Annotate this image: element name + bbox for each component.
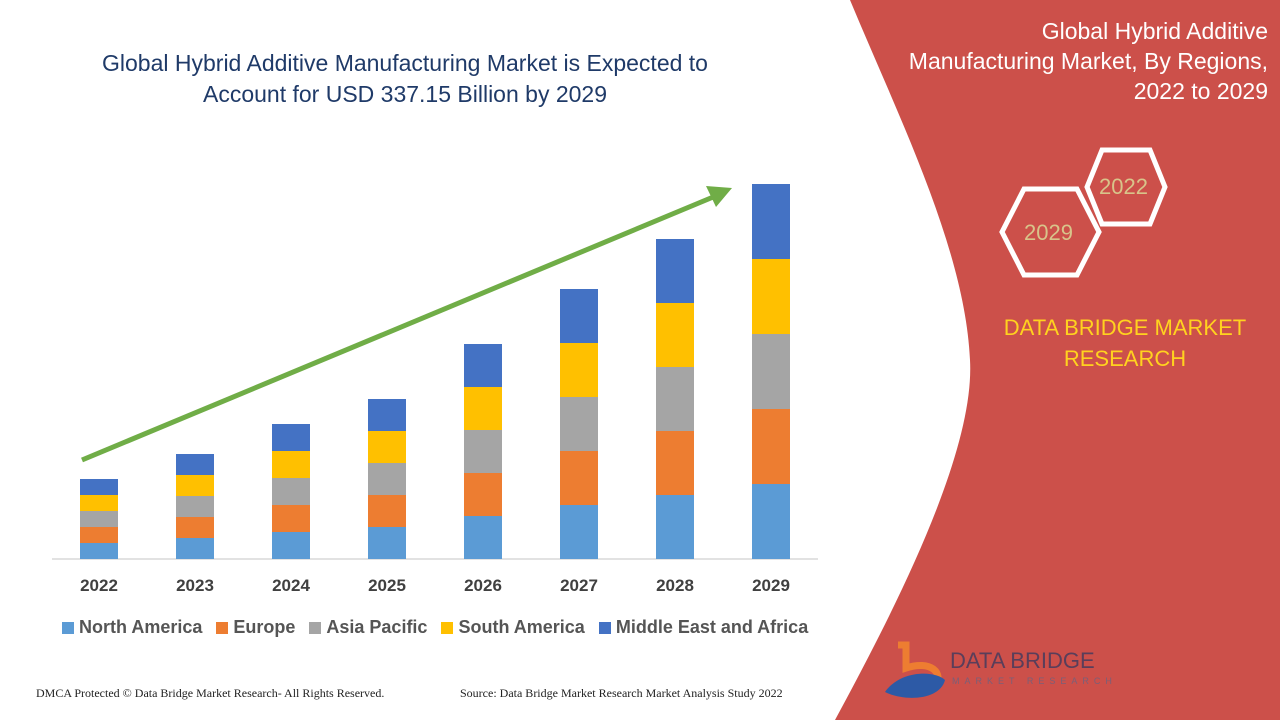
x-tick-label: 2025 <box>368 576 406 595</box>
bar-segment-2022-europe <box>80 527 118 543</box>
side-title-line-2: Manufacturing Market, By Regions, <box>908 48 1268 74</box>
x-tick-label: 2028 <box>656 576 694 595</box>
bar-segment-2022-asia-pacific <box>80 511 118 527</box>
bar-segment-2024-north-america <box>272 532 310 559</box>
copyright-text: DMCA Protected © Data Bridge Market Rese… <box>36 686 385 700</box>
bar-segment-2027-south-america <box>560 343 598 397</box>
bar-segment-2026-asia-pacific <box>464 430 502 473</box>
side-title-line-1: Global Hybrid Additive <box>1041 18 1268 44</box>
bar-segment-2025-asia-pacific <box>368 463 406 495</box>
bar-segment-2026-middle-east-and-africa <box>464 344 502 387</box>
x-tick-label: 2023 <box>176 576 214 595</box>
bar-segment-2024-south-america <box>272 451 310 478</box>
trend-arrow-head <box>706 186 732 207</box>
bar-segment-2025-south-america <box>368 431 406 463</box>
logo-subtext: MARKET RESEARCH <box>952 676 1117 686</box>
bar-segment-2024-middle-east-and-africa <box>272 424 310 451</box>
legend-label: Middle East and Africa <box>615 617 809 637</box>
bar-segment-2025-europe <box>368 495 406 527</box>
x-tick-label: 2027 <box>560 576 598 595</box>
legend-swatch <box>216 621 229 634</box>
bar-segment-2029-europe <box>752 409 790 484</box>
hexagon-2029 <box>999 186 1102 278</box>
legend-swatch <box>441 621 454 634</box>
side-title: Global Hybrid Additive Manufacturing Mar… <box>868 16 1268 106</box>
bar-segment-2024-europe <box>272 505 310 532</box>
legend-label: Asia Pacific <box>326 617 428 637</box>
title-line-1: Global Hybrid Additive Manufacturing Mar… <box>102 50 708 76</box>
bar-segment-2026-south-america <box>464 387 502 430</box>
bar-segment-2026-europe <box>464 473 502 516</box>
bar-segment-2023-middle-east-and-africa <box>176 454 214 475</box>
hexagon-2022 <box>1084 147 1168 227</box>
legend-label: North America <box>79 617 203 637</box>
legend-swatch <box>309 621 322 634</box>
bar-segment-2028-middle-east-and-africa <box>656 239 694 303</box>
bars <box>80 184 790 559</box>
bar-segment-2022-middle-east-and-africa <box>80 479 118 495</box>
legend-label: South America <box>458 617 585 637</box>
bar-segment-2027-europe <box>560 451 598 505</box>
title-line-2: Account for USD 337.15 Billion by 2029 <box>202 81 608 107</box>
bar-segment-2028-north-america <box>656 495 694 559</box>
legend-item: Europe <box>216 617 295 638</box>
x-tick-label: 2029 <box>752 576 790 595</box>
legend-item: North America <box>62 617 202 638</box>
hex-label-2029: 2029 <box>1024 220 1073 245</box>
bar-segment-2026-north-america <box>464 516 502 559</box>
bar-segment-2027-middle-east-and-africa <box>560 289 598 343</box>
legend-item: Asia Pacific <box>309 617 427 638</box>
hex-label-2022: 2022 <box>1099 174 1148 199</box>
bar-segment-2023-south-america <box>176 475 214 496</box>
bar-segment-2022-north-america <box>80 543 118 559</box>
source-text: Source: Data Bridge Market Research Mark… <box>460 686 783 700</box>
logo-text: DATA BRIDGE <box>950 648 1095 673</box>
bar-segment-2028-south-america <box>656 303 694 367</box>
x-tick-label: 2024 <box>272 576 310 595</box>
brand-line-2: RESEARCH <box>1063 346 1187 371</box>
bar-segment-2023-north-america <box>176 538 214 559</box>
side-panel <box>835 0 1280 720</box>
logo-mark <box>885 641 945 698</box>
bar-segment-2027-north-america <box>560 505 598 559</box>
legend-item: Middle East and Africa <box>598 617 809 638</box>
x-tick-label: 2022 <box>80 576 118 595</box>
side-title-line-3: 2022 to 2029 <box>1133 78 1268 104</box>
brand-text: DATA BRIDGE MARKET RESEARCH <box>985 312 1265 374</box>
brand-line-1: DATA BRIDGE MARKET <box>1003 315 1247 340</box>
bar-segment-2028-europe <box>656 431 694 495</box>
legend-swatch <box>598 621 611 634</box>
bar-segment-2023-asia-pacific <box>176 496 214 517</box>
legend-item: South America <box>441 617 585 638</box>
bar-segment-2023-europe <box>176 517 214 538</box>
bar-segment-2025-north-america <box>368 527 406 559</box>
x-tick-label: 2026 <box>464 576 502 595</box>
chart-title: Global Hybrid Additive Manufacturing Mar… <box>40 48 770 110</box>
bar-segment-2029-middle-east-and-africa <box>752 184 790 259</box>
bar-segment-2027-asia-pacific <box>560 397 598 451</box>
bar-segment-2025-middle-east-and-africa <box>368 399 406 431</box>
bar-segment-2024-asia-pacific <box>272 478 310 505</box>
bar-segment-2029-north-america <box>752 484 790 559</box>
legend-swatch <box>62 621 74 634</box>
legend-label: Europe <box>233 617 296 637</box>
bar-segment-2022-south-america <box>80 495 118 511</box>
bar-segment-2029-asia-pacific <box>752 334 790 409</box>
legend: North America Europe Asia Pacific South Ame… <box>62 617 808 638</box>
bar-segment-2029-south-america <box>752 259 790 334</box>
bar-segment-2028-asia-pacific <box>656 367 694 431</box>
trend-arrow <box>81 192 719 463</box>
